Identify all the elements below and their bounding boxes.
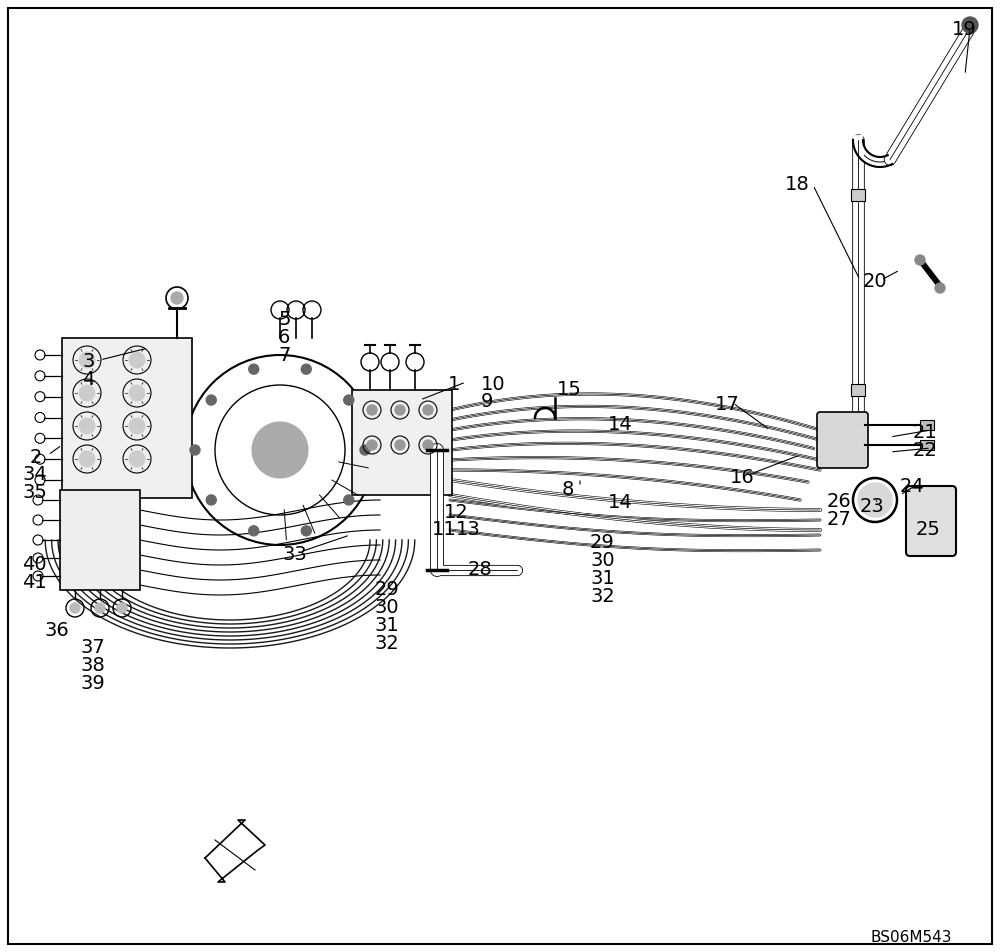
Text: 20: 20 bbox=[863, 272, 888, 291]
Circle shape bbox=[360, 445, 370, 455]
Text: 18: 18 bbox=[785, 175, 810, 194]
Text: 30: 30 bbox=[375, 598, 400, 617]
Circle shape bbox=[117, 603, 127, 613]
Circle shape bbox=[301, 365, 311, 374]
Circle shape bbox=[858, 483, 892, 517]
Circle shape bbox=[171, 292, 183, 304]
Text: 29: 29 bbox=[590, 533, 615, 552]
Circle shape bbox=[252, 422, 308, 478]
Text: 31: 31 bbox=[375, 616, 400, 635]
Text: 32: 32 bbox=[590, 587, 615, 606]
Text: 36: 36 bbox=[44, 621, 69, 640]
Circle shape bbox=[423, 405, 433, 415]
Text: 3: 3 bbox=[82, 352, 94, 371]
Circle shape bbox=[344, 395, 354, 405]
Circle shape bbox=[962, 17, 978, 33]
Polygon shape bbox=[205, 820, 265, 882]
Text: 1: 1 bbox=[448, 375, 460, 394]
Text: 11: 11 bbox=[432, 520, 457, 539]
Circle shape bbox=[915, 255, 925, 265]
Text: 35: 35 bbox=[22, 483, 47, 502]
Text: 4: 4 bbox=[82, 370, 94, 389]
Text: 37: 37 bbox=[80, 638, 105, 657]
Text: 16: 16 bbox=[730, 468, 755, 487]
Text: 25: 25 bbox=[916, 520, 941, 539]
Text: 14: 14 bbox=[608, 415, 633, 434]
Text: 29: 29 bbox=[375, 580, 400, 599]
Bar bbox=[851, 189, 865, 201]
Text: 38: 38 bbox=[80, 656, 105, 675]
Text: 30: 30 bbox=[590, 551, 615, 570]
Circle shape bbox=[190, 445, 200, 455]
Text: 2: 2 bbox=[30, 448, 42, 467]
Text: 19: 19 bbox=[952, 20, 977, 39]
Circle shape bbox=[301, 526, 311, 536]
Text: 21: 21 bbox=[913, 423, 938, 442]
Text: 5: 5 bbox=[278, 310, 290, 329]
Text: 9: 9 bbox=[481, 392, 493, 411]
Circle shape bbox=[79, 352, 95, 368]
Text: BS06M543: BS06M543 bbox=[870, 930, 952, 945]
Text: 8: 8 bbox=[562, 480, 574, 499]
Text: 39: 39 bbox=[80, 674, 105, 693]
Text: 24: 24 bbox=[900, 477, 925, 496]
Circle shape bbox=[79, 385, 95, 401]
Text: 17: 17 bbox=[715, 395, 740, 414]
Text: 31: 31 bbox=[590, 569, 615, 588]
Text: 32: 32 bbox=[375, 634, 400, 653]
Text: 7: 7 bbox=[278, 346, 290, 365]
Text: 14: 14 bbox=[608, 493, 633, 512]
Circle shape bbox=[367, 405, 377, 415]
FancyBboxPatch shape bbox=[906, 486, 956, 556]
Circle shape bbox=[395, 440, 405, 450]
Circle shape bbox=[70, 603, 80, 613]
Circle shape bbox=[129, 451, 145, 467]
Text: 15: 15 bbox=[557, 380, 582, 399]
Text: 23: 23 bbox=[860, 497, 885, 516]
Text: 40: 40 bbox=[22, 555, 47, 574]
Circle shape bbox=[129, 352, 145, 368]
Text: 41: 41 bbox=[22, 573, 47, 592]
Circle shape bbox=[423, 440, 433, 450]
Text: 28: 28 bbox=[468, 560, 493, 579]
Circle shape bbox=[206, 495, 216, 505]
Bar bbox=[920, 420, 934, 430]
Text: 10: 10 bbox=[481, 375, 506, 394]
Text: 26: 26 bbox=[827, 492, 852, 511]
Circle shape bbox=[79, 418, 95, 434]
Circle shape bbox=[344, 495, 354, 505]
Circle shape bbox=[367, 440, 377, 450]
Text: 13: 13 bbox=[456, 520, 481, 539]
Circle shape bbox=[206, 395, 216, 405]
Text: 34: 34 bbox=[22, 465, 47, 484]
Bar bbox=[851, 384, 865, 396]
Text: 27: 27 bbox=[827, 510, 852, 529]
Circle shape bbox=[249, 365, 259, 374]
Text: 6: 6 bbox=[278, 328, 290, 347]
Circle shape bbox=[95, 603, 105, 613]
Bar bbox=[62, 338, 192, 498]
Circle shape bbox=[79, 451, 95, 467]
Circle shape bbox=[129, 385, 145, 401]
Circle shape bbox=[129, 418, 145, 434]
Circle shape bbox=[935, 283, 945, 293]
Circle shape bbox=[395, 405, 405, 415]
Bar bbox=[60, 490, 140, 590]
Text: 22: 22 bbox=[913, 441, 938, 460]
Circle shape bbox=[249, 526, 259, 536]
FancyBboxPatch shape bbox=[817, 412, 868, 468]
Text: 33: 33 bbox=[282, 545, 307, 564]
Bar bbox=[920, 440, 934, 450]
Text: 12: 12 bbox=[444, 503, 469, 522]
Bar bbox=[352, 390, 452, 495]
